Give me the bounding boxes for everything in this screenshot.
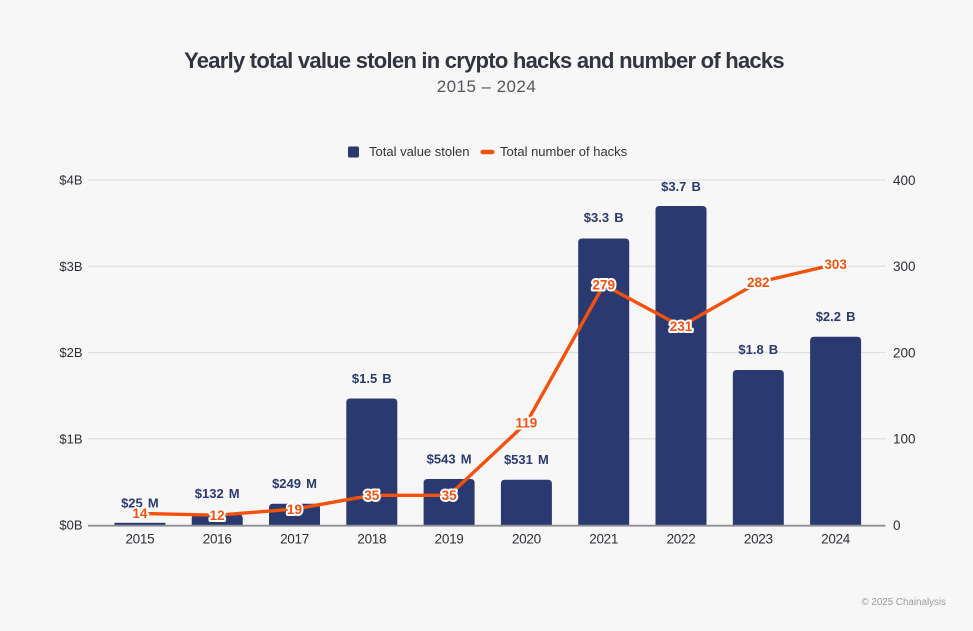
svg-text:2023: 2023 bbox=[744, 532, 773, 547]
svg-text:$531 M: $531 M bbox=[504, 452, 549, 467]
svg-text:35: 35 bbox=[442, 488, 458, 503]
svg-text:2015: 2015 bbox=[125, 532, 154, 547]
svg-text:19: 19 bbox=[287, 502, 302, 517]
svg-text:Total number of hacks: Total number of hacks bbox=[500, 144, 628, 159]
svg-text:282: 282 bbox=[747, 275, 770, 290]
svg-text:$3.3 B: $3.3 B bbox=[584, 210, 624, 225]
svg-text:2018: 2018 bbox=[357, 532, 386, 547]
svg-text:400: 400 bbox=[893, 173, 916, 188]
svg-text:0: 0 bbox=[893, 518, 901, 533]
svg-text:303: 303 bbox=[824, 257, 847, 272]
svg-text:300: 300 bbox=[893, 259, 916, 274]
svg-text:35: 35 bbox=[364, 488, 380, 503]
svg-text:2021: 2021 bbox=[589, 532, 618, 547]
svg-text:200: 200 bbox=[893, 345, 916, 360]
svg-text:$1.8 B: $1.8 B bbox=[738, 342, 778, 357]
svg-text:119: 119 bbox=[516, 416, 538, 431]
svg-text:Total value stolen: Total value stolen bbox=[369, 144, 469, 159]
svg-text:$543 M: $543 M bbox=[427, 451, 472, 466]
svg-text:$0B: $0B bbox=[59, 518, 82, 533]
svg-text:2022: 2022 bbox=[667, 532, 696, 547]
svg-text:$3B: $3B bbox=[59, 259, 82, 274]
svg-text:$249 M: $249 M bbox=[272, 476, 317, 491]
svg-text:$132 M: $132 M bbox=[195, 486, 240, 501]
svg-text:2017: 2017 bbox=[280, 532, 309, 547]
svg-text:2019: 2019 bbox=[435, 532, 464, 547]
svg-text:279: 279 bbox=[592, 278, 615, 293]
svg-text:$1B: $1B bbox=[59, 431, 82, 446]
svg-text:$2B: $2B bbox=[59, 345, 82, 360]
svg-text:$3.7 B: $3.7 B bbox=[661, 179, 701, 194]
svg-text:$1.5 B: $1.5 B bbox=[352, 371, 392, 386]
svg-text:2016: 2016 bbox=[203, 532, 232, 547]
svg-text:231: 231 bbox=[670, 319, 693, 334]
svg-text:$25 M: $25 M bbox=[121, 496, 159, 511]
svg-text:100: 100 bbox=[893, 432, 916, 447]
svg-text:2024: 2024 bbox=[821, 532, 851, 547]
svg-text:$4B: $4B bbox=[59, 173, 82, 188]
svg-text:2020: 2020 bbox=[512, 532, 541, 547]
svg-text:$2.2 B: $2.2 B bbox=[816, 309, 856, 324]
svg-text:14: 14 bbox=[132, 506, 148, 521]
svg-text:12: 12 bbox=[210, 508, 225, 523]
